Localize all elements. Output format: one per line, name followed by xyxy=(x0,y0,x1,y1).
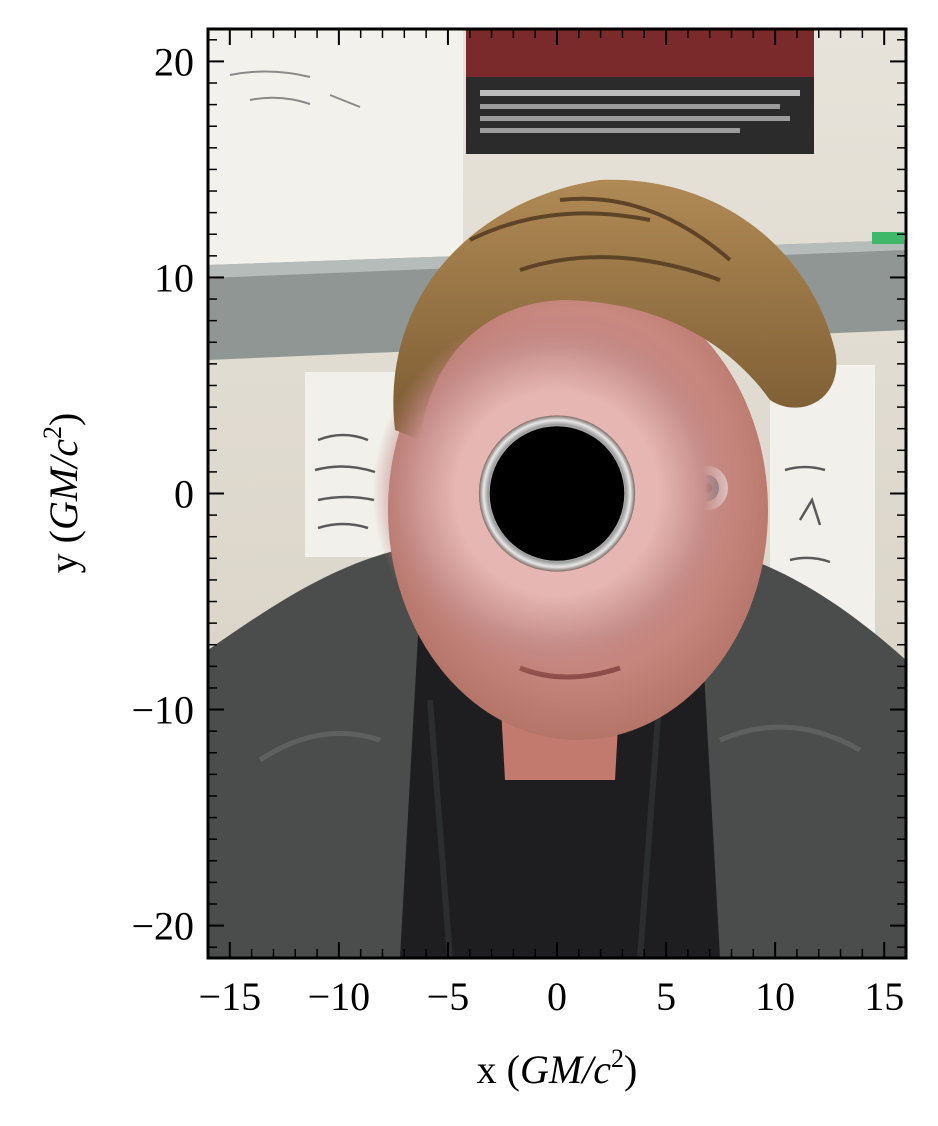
y-tick-label: 10 xyxy=(154,255,194,300)
y-tick-label: −10 xyxy=(131,688,194,733)
x-tick-label: 15 xyxy=(864,974,904,1019)
x-tick-label: −10 xyxy=(308,974,371,1019)
x-tick-label: −5 xyxy=(427,974,470,1019)
black-hole-lens xyxy=(372,308,742,679)
x-tick-label: −15 xyxy=(199,974,262,1019)
axis-tick-labels: −15 −10 −5 0 5 10 15 −20 −10 0 10 20 xyxy=(131,39,904,1019)
y-tick-label: −20 xyxy=(131,904,194,949)
black-hole-shadow xyxy=(489,426,625,561)
axis-ticks xyxy=(207,29,907,958)
x-tick-label: 5 xyxy=(656,974,676,1019)
x-axis-label: x (GM/c2) xyxy=(477,1044,638,1092)
y-tick-label: 20 xyxy=(154,39,194,84)
x-tick-label: 0 xyxy=(547,974,567,1019)
y-axis-label: y (GM/c2) xyxy=(38,413,86,574)
y-tick-label: 0 xyxy=(174,472,194,517)
x-tick-label: 10 xyxy=(755,974,795,1019)
